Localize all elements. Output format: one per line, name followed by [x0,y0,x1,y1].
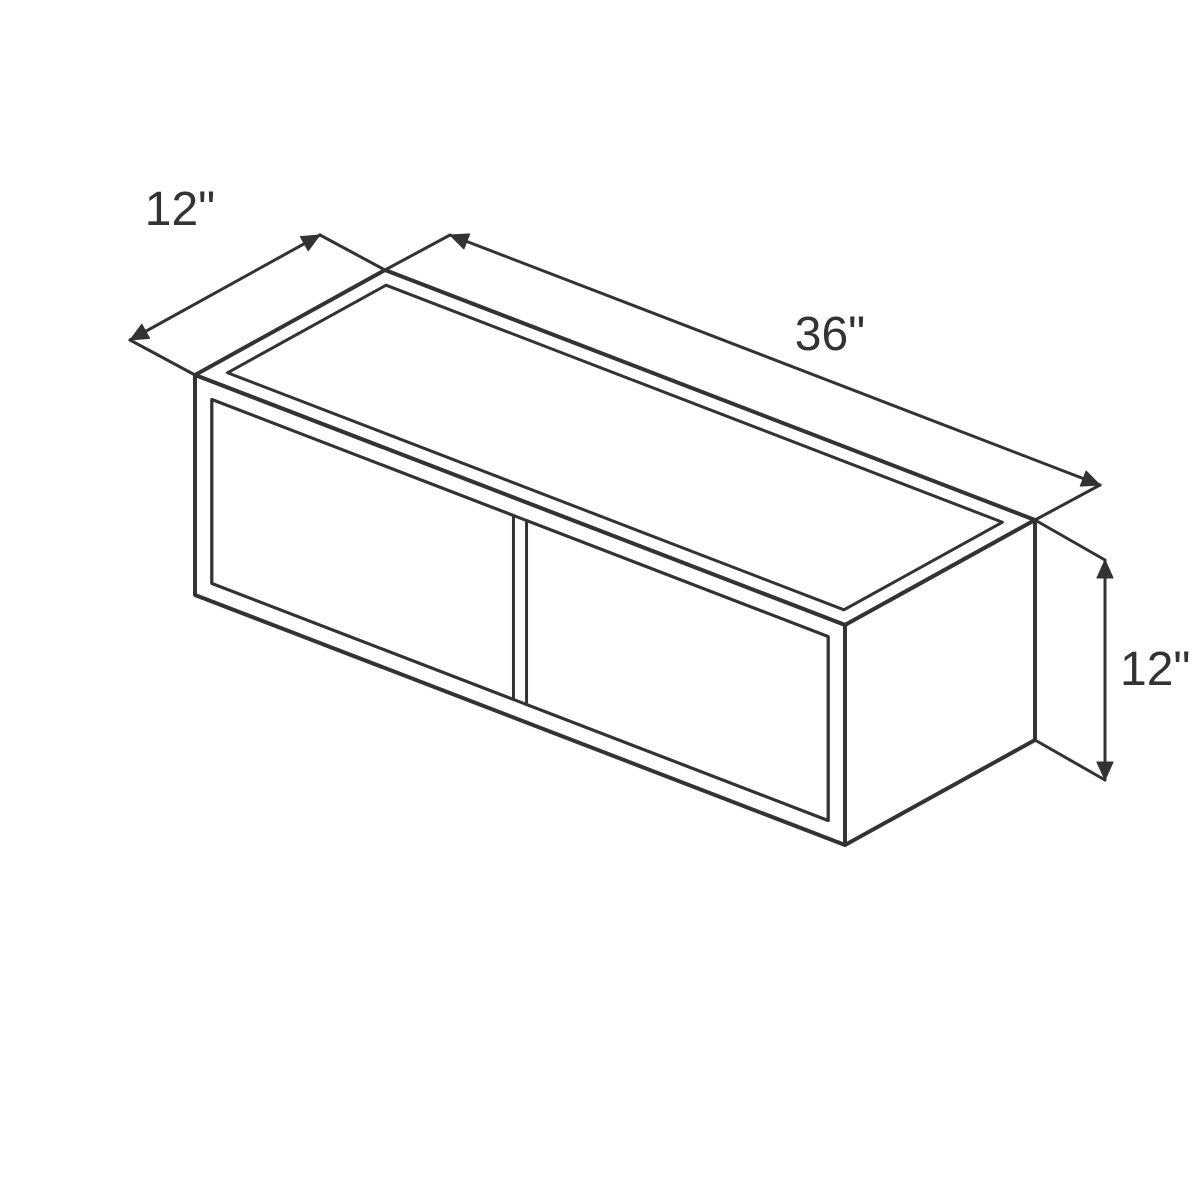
dimension-height-label: 12" [1120,643,1190,696]
cabinet-diagram: 12" 36" 12" [0,0,1200,1200]
dimension-depth-label: 12" [145,183,215,236]
dimension-width-label: 36" [795,308,865,361]
